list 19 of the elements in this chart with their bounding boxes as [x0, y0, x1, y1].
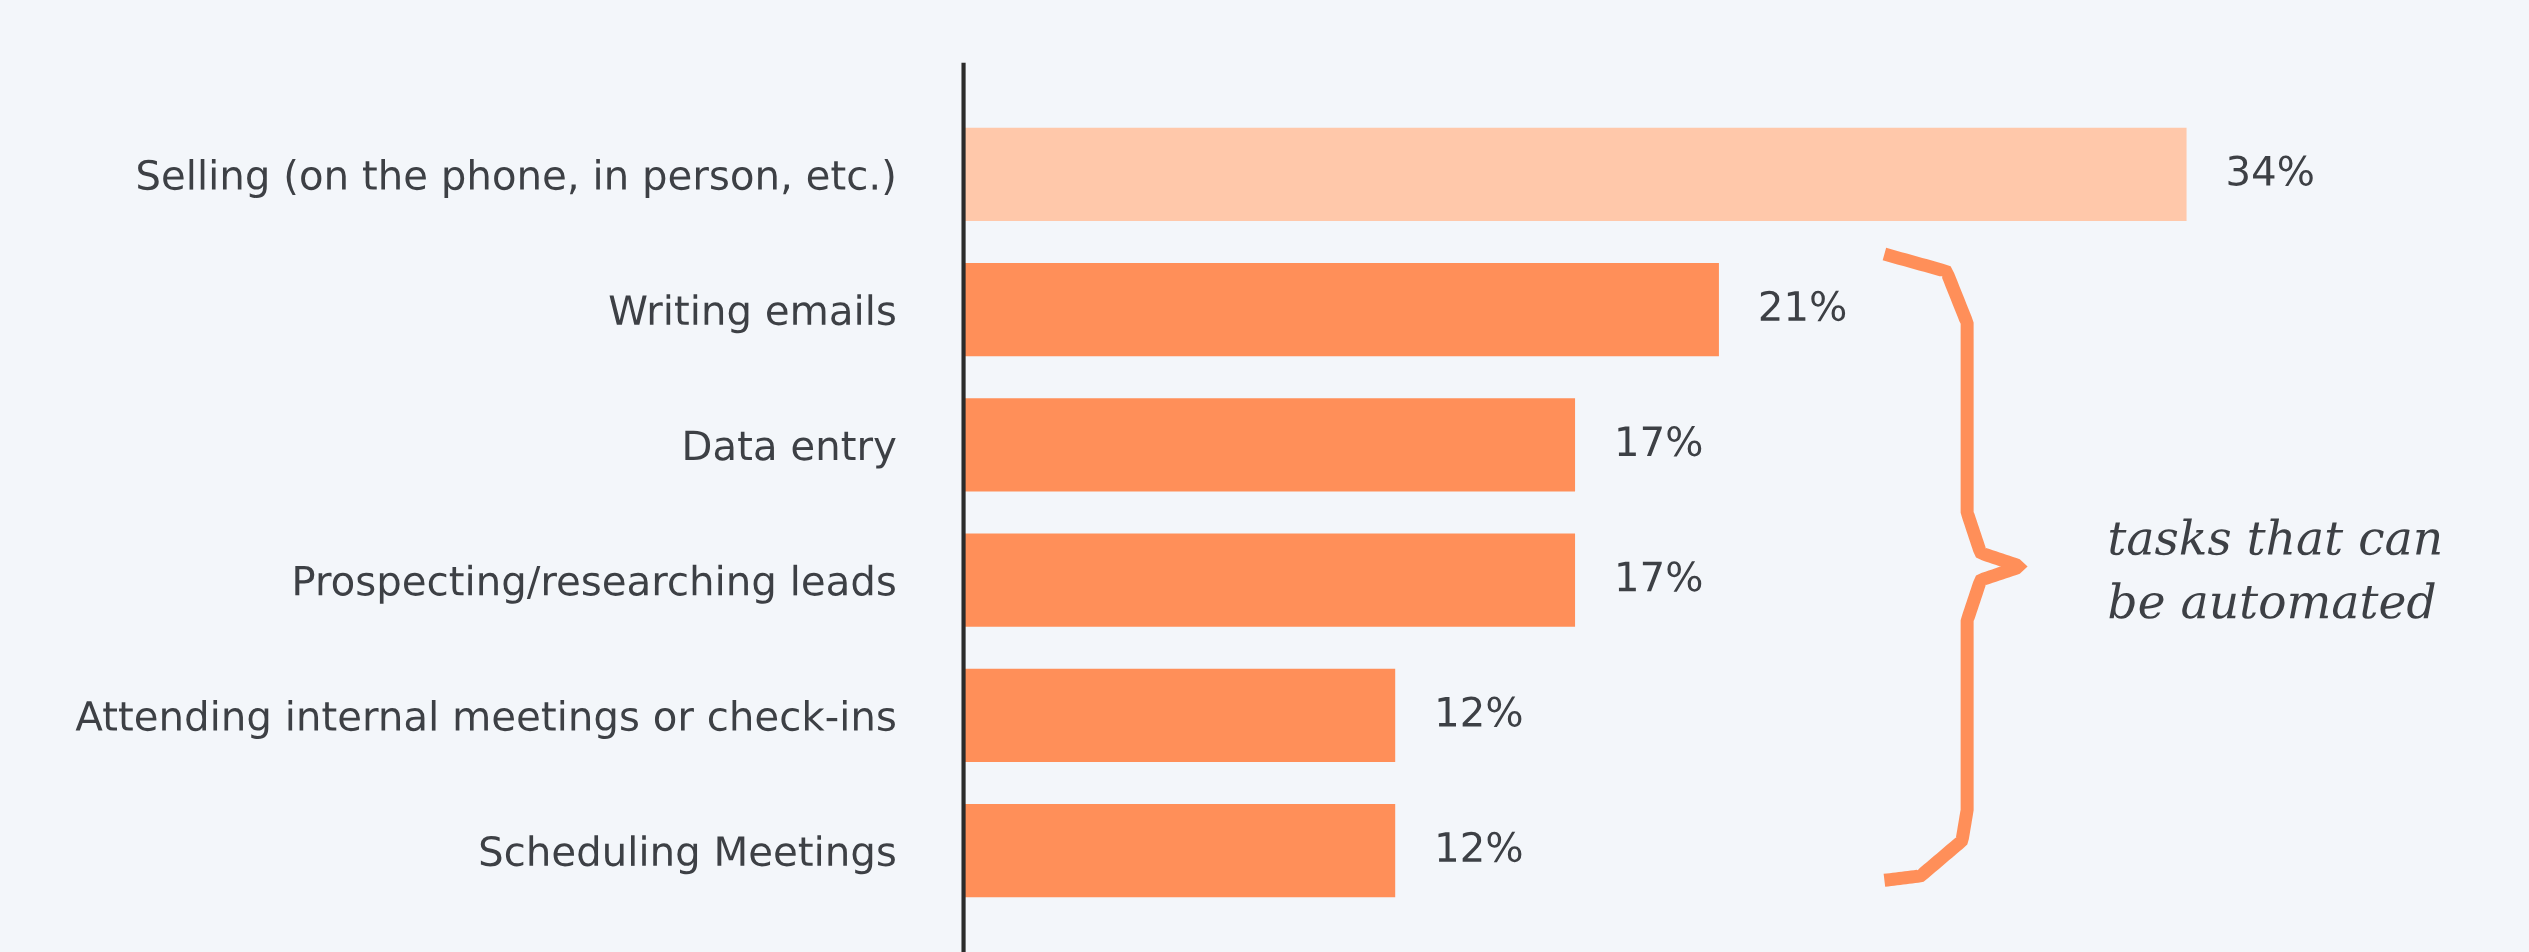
- bar: [963, 803, 1396, 898]
- bar: [963, 668, 1396, 762]
- data-label: 17%: [1618, 426, 1702, 457]
- y-tick-label: Selling (on the phone, in person, etc.): [138, 158, 894, 198]
- data-label: 12%: [1438, 696, 1522, 727]
- y-tick-label: Prospecting/researching leads: [295, 564, 895, 604]
- y-tick-label: Data entry: [685, 430, 896, 469]
- data-label: 12%: [1438, 831, 1522, 863]
- annotation: tasks that can be automated: [2109, 518, 2440, 619]
- bar: [963, 533, 1576, 627]
- data-label: 21%: [1760, 290, 1846, 322]
- y-tick-label: Attending internal meetings or check-ins: [75, 700, 895, 739]
- y-tick-label: Writing emails: [609, 294, 895, 334]
- data-label: 17%: [1618, 561, 1702, 592]
- bar: [963, 262, 1719, 357]
- y-tick-label: Scheduling Meetings: [480, 835, 895, 875]
- bar: [963, 127, 2187, 221]
- bar: [963, 398, 1576, 492]
- data-label: 34%: [2228, 155, 2313, 186]
